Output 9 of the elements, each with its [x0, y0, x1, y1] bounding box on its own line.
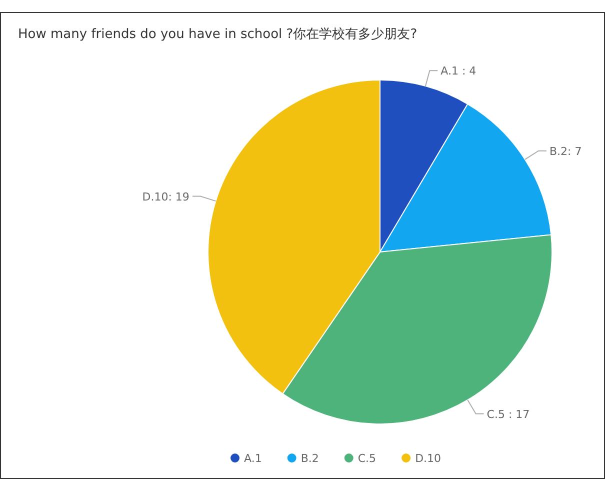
legend-label: D.10	[415, 452, 442, 465]
data-label: A.1 : 4	[440, 64, 476, 78]
legend-label: C.5	[358, 452, 376, 465]
chart-title: How many friends do you have in school ?你在学校有多少朋友?	[18, 27, 418, 42]
data-label: B.2: 7	[549, 144, 582, 158]
data-label: D.10: 19	[142, 190, 190, 204]
legend-label: B.2	[300, 452, 319, 465]
data-label: C.5 : 17	[486, 408, 530, 421]
legend-label: A.1	[244, 452, 262, 465]
